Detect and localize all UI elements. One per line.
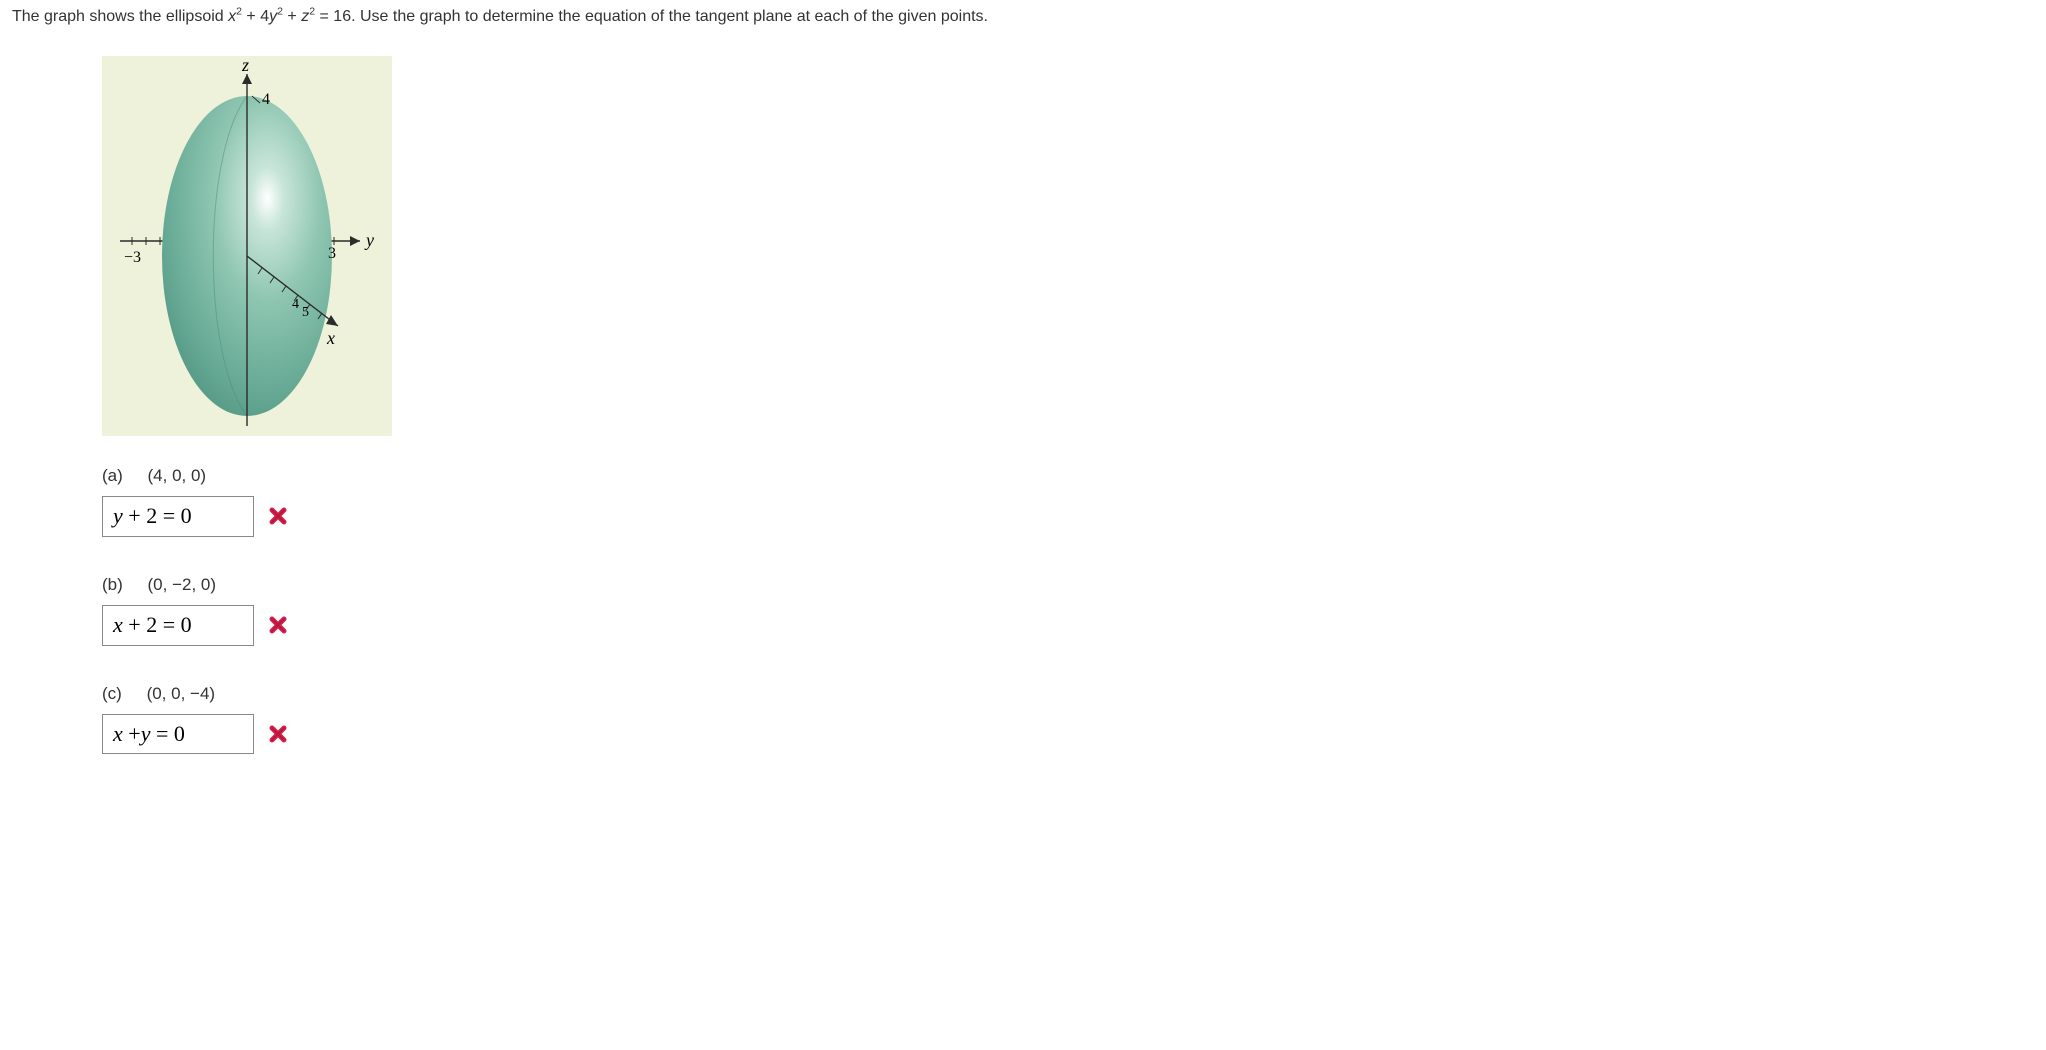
eq-z: z <box>301 8 309 25</box>
part-b-answer-row: x + 2 = 0 <box>102 605 2034 646</box>
tick-z-top: 4 <box>262 91 270 108</box>
part-b-tag: (b) <box>102 575 123 594</box>
axis-label-z: z <box>241 56 249 75</box>
part-a-answer-row: y + 2 = 0 <box>102 496 2034 537</box>
part-c-tag: (c) <box>102 684 122 703</box>
tick-x-a: 4 <box>292 297 299 312</box>
part-a-tag: (a) <box>102 466 123 485</box>
eq-y: y <box>269 8 277 25</box>
ans-a-num: 2 <box>146 503 157 528</box>
axis-label-y: y <box>364 230 374 250</box>
ans-c-var1: x <box>113 721 123 746</box>
wrong-icon <box>268 724 288 744</box>
ans-c-op: + <box>128 721 140 746</box>
eq-y-pow: 2 <box>277 6 283 18</box>
ans-a-var: y <box>113 503 123 528</box>
ans-a-eq: = <box>163 503 175 528</box>
part-c-point: (0, 0, −4) <box>147 684 216 703</box>
part-a-label: (a) (4, 0, 0) <box>102 466 2034 486</box>
eq-z-pow: 2 <box>309 6 315 18</box>
eq-x-pow: 2 <box>236 6 242 18</box>
question-prefix: The graph shows the ellipsoid <box>12 8 228 25</box>
ans-c-var2: y <box>141 721 151 746</box>
ans-b-eq: = <box>163 612 175 637</box>
tick-y: 3 <box>328 245 336 262</box>
axis-label-x: x <box>326 328 335 348</box>
ans-c-rhs: 0 <box>174 721 185 746</box>
ans-b-num: 2 <box>146 612 157 637</box>
ans-b-op: + <box>128 612 140 637</box>
eq-plus2: + <box>287 8 301 25</box>
ans-b-var: x <box>113 612 123 637</box>
ans-c-eq: = <box>156 721 168 746</box>
eq-x: x <box>228 8 236 25</box>
tick-neg: −3 <box>124 249 141 266</box>
answer-input-a[interactable]: y + 2 = 0 <box>102 496 254 537</box>
part-c: (c) (0, 0, −4) x +y = 0 <box>102 684 2034 755</box>
ellipsoid-graph: z y x 4 3 −3 4 5 <box>102 56 392 436</box>
ans-a-rhs: 0 <box>181 503 192 528</box>
part-b: (b) (0, −2, 0) x + 2 = 0 <box>102 575 2034 646</box>
part-b-point: (0, −2, 0) <box>148 575 217 594</box>
part-c-label: (c) (0, 0, −4) <box>102 684 2034 704</box>
part-c-answer-row: x +y = 0 <box>102 714 2034 755</box>
part-a: (a) (4, 0, 0) y + 2 = 0 <box>102 466 2034 537</box>
question-suffix: Use the graph to determine the equation … <box>360 8 988 25</box>
ans-b-rhs: 0 <box>181 612 192 637</box>
answer-input-c[interactable]: x +y = 0 <box>102 714 254 755</box>
part-a-point: (4, 0, 0) <box>148 466 207 485</box>
answer-input-b[interactable]: x + 2 = 0 <box>102 605 254 646</box>
wrong-icon <box>268 506 288 526</box>
content-area: z y x 4 3 −3 4 5 (a) (4, 0, 0) y + 2 = 0 <box>102 56 2034 754</box>
eq-rhs: = 16. <box>320 8 356 25</box>
eq-plus1: + 4 <box>246 8 269 25</box>
part-b-label: (b) (0, −2, 0) <box>102 575 2034 595</box>
tick-x-b: 5 <box>302 305 309 320</box>
ans-a-op: + <box>128 503 140 528</box>
question-text: The graph shows the ellipsoid x2 + 4y2 +… <box>12 8 2034 26</box>
wrong-icon <box>268 615 288 635</box>
